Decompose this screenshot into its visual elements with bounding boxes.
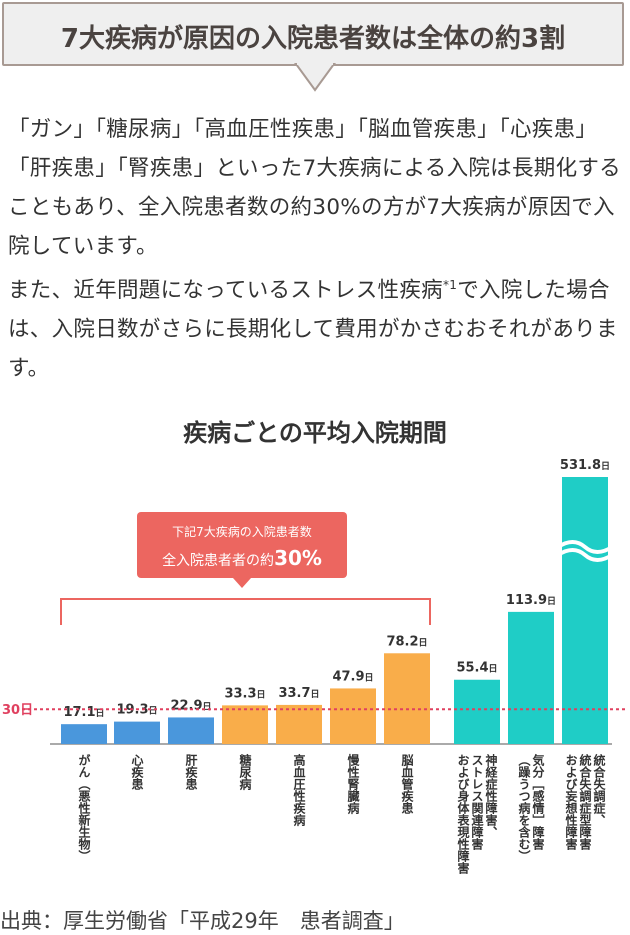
body-paragraph-2: また、近年問題になっているストレス性疾病*1で入院した場合は、入院日数がさらに長… — [8, 266, 628, 388]
bar — [384, 653, 430, 744]
callout-line-1: 下記7大疾病の入院患者数 — [172, 524, 312, 539]
bar — [508, 611, 554, 744]
value-number: 17.1 — [63, 705, 95, 720]
bar-value-label: 531.8日 — [560, 458, 610, 473]
section-header: 7大疾病が原因の入院患者数は全体の約3割 — [2, 2, 624, 66]
axis-break-mark — [556, 548, 614, 562]
category-label: 統合失調症、 — [592, 753, 606, 826]
value-number: 22.9 — [170, 698, 202, 713]
category-label: （躁うつ病を含む） — [517, 754, 531, 862]
category-label: 慢性腎臓病 — [346, 753, 360, 815]
bar — [61, 724, 107, 744]
value-unit: 日 — [547, 596, 556, 607]
category-label: 肝疾患 — [184, 753, 198, 791]
category-label: 高血圧性疾病 — [292, 753, 306, 827]
reference-line-label: 30日 — [2, 703, 33, 718]
bar-value-label: 33.3日 — [224, 686, 265, 701]
value-unit: 日 — [311, 689, 320, 700]
body-paragraph-1: 「ガン」「糖尿病」「高血圧性疾患」「脳血管疾患」「心疾患」「肝疾患」「腎疾患」と… — [8, 117, 621, 259]
value-unit: 日 — [96, 708, 105, 719]
callout-pointer — [233, 578, 251, 588]
body-paragraph-2-start: また、近年問題になっているストレス性疾病 — [8, 278, 443, 303]
seven-diseases-bracket — [60, 598, 431, 625]
value-unit: 日 — [601, 461, 610, 472]
footnote-marker: *1 — [442, 278, 458, 292]
category-label: 統合失調症型障害 — [578, 753, 592, 851]
value-number: 33.3 — [224, 686, 256, 701]
callout-line-2: 全入院患者者の約30% — [162, 546, 322, 570]
bar — [276, 704, 322, 744]
chart-title: 疾病ごとの平均入院期間 — [183, 419, 447, 447]
category-label: および妄想性障害 — [564, 754, 578, 851]
callout-percentage: 30% — [274, 546, 322, 570]
bar — [168, 717, 214, 744]
category-label: および身体表現性障害 — [456, 754, 470, 875]
bar — [330, 688, 376, 744]
bar-value-label: 113.9日 — [506, 593, 556, 608]
body-text: 「ガン」「糖尿病」「高血圧性疾患」「脳血管疾患」「心疾患」「肝疾患」「腎疾患」と… — [8, 110, 628, 388]
value-unit: 日 — [149, 706, 158, 717]
header-title: 7大疾病が原因の入院患者数は全体の約3割 — [60, 24, 566, 54]
category-label: 神経症性障害、 — [484, 753, 498, 838]
value-unit: 日 — [203, 701, 212, 712]
bar — [222, 705, 268, 744]
bar — [114, 721, 160, 744]
category-label: 糖尿病 — [238, 753, 252, 791]
value-number: 33.7 — [278, 686, 310, 701]
value-number: 55.4 — [456, 661, 488, 676]
category-label: 脳血管疾患 — [400, 753, 414, 815]
value-number: 531.8 — [560, 458, 601, 473]
axis-break-mark — [556, 540, 614, 554]
category-label: がん（悪性新生物） — [77, 753, 91, 862]
bar-value-label: 55.4日 — [456, 661, 497, 676]
bar — [562, 477, 608, 744]
value-unit: 日 — [257, 689, 266, 700]
callout-line-2-text: 全入院患者者の約 — [162, 552, 274, 569]
value-number: 78.2 — [386, 634, 418, 649]
category-label: ストレス関連障害 — [470, 754, 484, 851]
body-paragraph-2-end: で入院した場合は、入院日数がさらに長期化して費用がかさむおそれがあります。 — [8, 278, 618, 381]
bar-value-label: 17.1日 — [63, 705, 104, 720]
callout-box — [137, 512, 347, 578]
value-number: 113.9 — [506, 593, 547, 608]
value-unit: 日 — [489, 664, 498, 675]
source-citation: 出典：厚生労働省「平成29年 患者調査」 — [0, 909, 405, 933]
bar-value-label: 33.7日 — [278, 686, 319, 701]
bar-value-label: 78.2日 — [386, 634, 427, 649]
bar-value-label: 22.9日 — [170, 698, 211, 713]
value-number: 47.9 — [332, 669, 364, 684]
bar-value-label: 47.9日 — [332, 669, 373, 684]
header-pointer — [294, 61, 336, 92]
category-label: 心疾患 — [130, 754, 144, 791]
bar — [454, 679, 500, 744]
value-unit: 日 — [419, 637, 428, 648]
bar-chart: 17.1日がん（悪性新生物）19.3日心疾患22.9日肝疾患33.3日糖尿病33… — [2, 458, 628, 875]
category-label: 気分［感情］障害 — [531, 753, 545, 851]
value-unit: 日 — [365, 672, 374, 683]
